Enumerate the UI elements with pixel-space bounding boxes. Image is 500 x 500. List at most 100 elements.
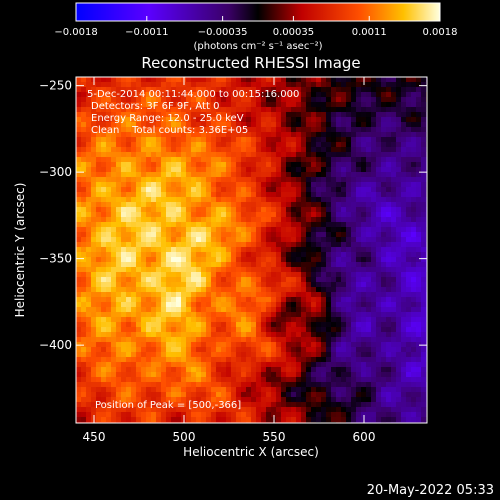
heatmap-cell: [256, 187, 262, 193]
heatmap-cell: [356, 377, 362, 383]
heatmap-cell: [276, 167, 282, 173]
heatmap-cell: [386, 227, 392, 233]
heatmap-cell: [271, 242, 277, 248]
heatmap-cell: [236, 347, 242, 353]
heatmap-cell: [131, 362, 137, 368]
heatmap-cell: [371, 152, 377, 158]
heatmap-cell: [126, 322, 132, 328]
heatmap-cell: [146, 157, 152, 163]
heatmap-cell: [331, 377, 337, 383]
heatmap-cell: [286, 417, 292, 423]
heatmap-cell: [321, 277, 327, 283]
heatmap-cell: [171, 102, 177, 108]
heatmap-cell: [226, 107, 232, 113]
heatmap-cell: [256, 212, 262, 218]
heatmap-cell: [301, 107, 307, 113]
heatmap-cell: [311, 327, 317, 333]
heatmap-cell: [96, 387, 102, 393]
heatmap-cell: [226, 212, 232, 218]
heatmap-cell: [396, 342, 402, 348]
heatmap-cell: [236, 132, 242, 138]
heatmap-cell: [111, 202, 117, 208]
heatmap-cell: [396, 167, 402, 173]
heatmap-cell: [111, 332, 117, 338]
heatmap-cell: [296, 132, 302, 138]
heatmap-cell: [381, 412, 387, 418]
heatmap-cell: [261, 142, 267, 148]
heatmap-cell: [311, 322, 317, 328]
heatmap-cell: [156, 307, 162, 313]
heatmap-cell: [361, 387, 367, 393]
heatmap-cell: [106, 387, 112, 393]
heatmap-cell: [186, 167, 192, 173]
heatmap-cell: [281, 92, 287, 98]
heatmap-cell: [331, 302, 337, 308]
heatmap-cell: [296, 137, 302, 143]
heatmap-cell: [336, 82, 342, 88]
heatmap-cell: [401, 252, 407, 258]
heatmap-cell: [221, 382, 227, 388]
heatmap-cell: [271, 282, 277, 288]
heatmap-cell: [256, 167, 262, 173]
heatmap-cell: [226, 152, 232, 158]
heatmap-cell: [221, 142, 227, 148]
heatmap-cell: [226, 392, 232, 398]
heatmap-cell: [416, 287, 422, 293]
heatmap-cell: [251, 82, 257, 88]
heatmap-cell: [216, 397, 222, 403]
heatmap-cell: [271, 287, 277, 293]
heatmap-cell: [266, 402, 272, 408]
heatmap-cell: [306, 147, 312, 153]
heatmap-cell: [381, 82, 387, 88]
heatmap-cell: [371, 302, 377, 308]
heatmap-cell: [206, 317, 212, 323]
heatmap-cell: [356, 387, 362, 393]
heatmap-cell: [156, 402, 162, 408]
heatmap-cell: [246, 222, 252, 228]
heatmap-cell: [301, 167, 307, 173]
heatmap-cell: [261, 222, 267, 228]
heatmap-cell: [201, 182, 207, 188]
heatmap-cell: [271, 357, 277, 363]
heatmap-cell: [371, 277, 377, 283]
heatmap-cell: [416, 112, 422, 118]
heatmap-cell: [416, 102, 422, 108]
heatmap-cell: [181, 207, 187, 213]
heatmap-cell: [396, 137, 402, 143]
heatmap-cell: [281, 307, 287, 313]
heatmap-cell: [356, 322, 362, 328]
heatmap-cell: [101, 267, 107, 273]
heatmap-cell: [76, 177, 82, 183]
heatmap-cell: [136, 112, 142, 118]
heatmap-cell: [81, 132, 87, 138]
heatmap-cell: [291, 377, 297, 383]
heatmap-cell: [346, 137, 352, 143]
heatmap-cell: [226, 117, 232, 123]
heatmap-cell: [76, 92, 82, 98]
heatmap-cell: [261, 407, 267, 413]
heatmap-cell: [141, 272, 147, 278]
heatmap-cell: [266, 297, 272, 303]
heatmap-cell: [381, 167, 387, 173]
heatmap-cell: [276, 207, 282, 213]
heatmap-cell: [311, 377, 317, 383]
heatmap-cell: [286, 167, 292, 173]
heatmap-cell: [406, 312, 412, 318]
heatmap-cell: [171, 82, 177, 88]
heatmap-cell: [196, 362, 202, 368]
heatmap-cell: [116, 227, 122, 233]
heatmap-cell: [201, 192, 207, 198]
heatmap-cell: [271, 192, 277, 198]
heatmap-cell: [281, 302, 287, 308]
heatmap-cell: [116, 327, 122, 333]
heatmap-cell: [251, 312, 257, 318]
heatmap-cell: [241, 147, 247, 153]
heatmap-cell: [371, 417, 377, 423]
heatmap-cell: [271, 342, 277, 348]
heatmap-cell: [86, 342, 92, 348]
heatmap-cell: [171, 87, 177, 93]
heatmap-cell: [246, 92, 252, 98]
heatmap-cell: [406, 192, 412, 198]
heatmap-cell: [171, 367, 177, 373]
heatmap-cell: [116, 417, 122, 423]
